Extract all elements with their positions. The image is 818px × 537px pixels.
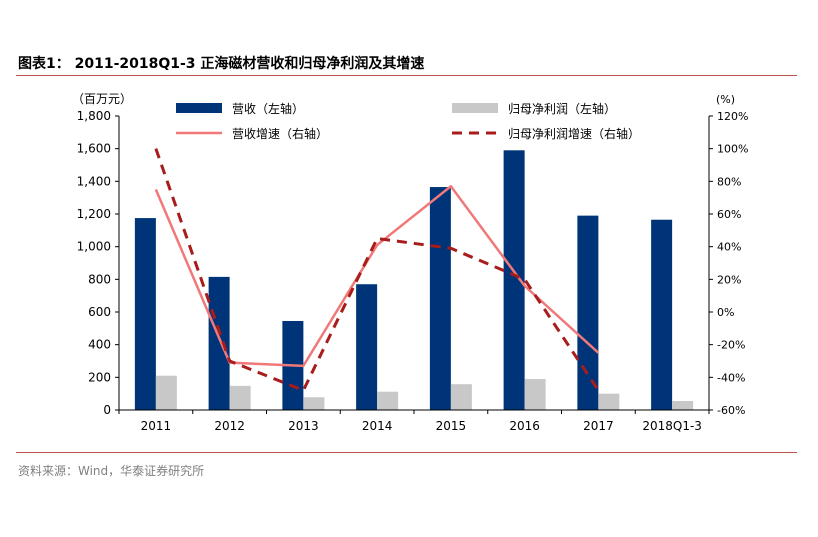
bar-net-profit-6 — [598, 393, 620, 410]
right-tick-label-7: 80% — [717, 175, 741, 188]
left-tick-label-2: 400 — [88, 338, 111, 352]
left-axis-unit: （百万元） — [72, 92, 132, 106]
left-tick-label-3: 600 — [88, 305, 111, 319]
left-tick-label-8: 1,600 — [77, 142, 111, 156]
line-net-profit-growth — [154, 148, 600, 392]
title-divider — [16, 75, 797, 76]
right-tick-label-9: 120% — [717, 110, 748, 123]
right-tick-label-6: 60% — [717, 208, 741, 221]
bar-revenue-3 — [356, 284, 378, 410]
left-tick-label-6: 1,200 — [77, 207, 111, 221]
x-tick-label-2: 2013 — [288, 419, 319, 433]
right-tick-label-1: -40% — [717, 371, 745, 384]
bar-net-profit-4 — [450, 384, 472, 410]
x-tick-label-7: 2018Q1-3 — [642, 419, 702, 433]
bar-net-profit-7 — [672, 401, 694, 410]
left-tick-label-9: 1,800 — [77, 109, 111, 123]
x-tick-label-3: 2014 — [362, 419, 393, 433]
bar-revenue-4 — [429, 187, 451, 410]
right-tick-label-5: 40% — [717, 241, 741, 254]
x-tick-label-5: 2016 — [509, 419, 540, 433]
line-revenue-growth — [154, 184, 600, 368]
left-tick-label-0: 0 — [103, 403, 111, 417]
chart-title: 图表1： 2011-2018Q1-3 正海磁材营收和归母净利润及其增速 — [18, 56, 425, 72]
legend-label-0: 营收（左轴） — [232, 101, 304, 116]
bar-net-profit-0 — [155, 375, 177, 410]
source-note: 资料来源：Wind，华泰证券研究所 — [18, 464, 205, 478]
legend-swatch-1 — [452, 103, 498, 113]
bar-revenue-6 — [577, 215, 599, 410]
legend-label-1: 归母净利润（左轴） — [508, 101, 616, 116]
bar-revenue-7 — [651, 219, 673, 410]
x-tick-label-0: 2011 — [141, 419, 172, 433]
bar-net-profit-3 — [377, 391, 399, 410]
bar-net-profit-2 — [303, 397, 325, 410]
bar-revenue-0 — [134, 218, 156, 410]
legend-label-3: 归母净利润增速（右轴） — [508, 126, 640, 141]
right-tick-label-2: -20% — [717, 339, 745, 352]
right-tick-label-3: 0% — [717, 306, 734, 319]
bar-net-profit-5 — [524, 378, 546, 410]
right-tick-label-0: -60% — [717, 404, 745, 417]
left-tick-label-5: 1,000 — [77, 240, 111, 254]
left-tick-label-1: 200 — [88, 370, 111, 384]
x-tick-label-6: 2017 — [583, 419, 614, 433]
source-divider — [16, 452, 797, 453]
legend-label-2: 营收增速（右轴） — [232, 126, 328, 141]
bar-net-profit-1 — [229, 385, 251, 410]
left-tick-label-7: 1,400 — [77, 174, 111, 188]
legend-swatch-0 — [176, 103, 222, 113]
right-tick-label-4: 20% — [717, 273, 741, 286]
right-tick-label-8: 100% — [717, 143, 748, 156]
right-axis-unit: (%) — [716, 93, 735, 106]
bar-revenue-1 — [208, 276, 230, 410]
x-tick-label-4: 2015 — [436, 419, 467, 433]
combo-chart: 0 200 400 600 800 1,000 1,200 1,400 1,600 1,800 -6… — [72, 92, 748, 433]
bar-revenue-5 — [503, 150, 525, 411]
left-tick-label-4: 800 — [88, 272, 111, 286]
x-tick-label-1: 2012 — [214, 419, 245, 433]
